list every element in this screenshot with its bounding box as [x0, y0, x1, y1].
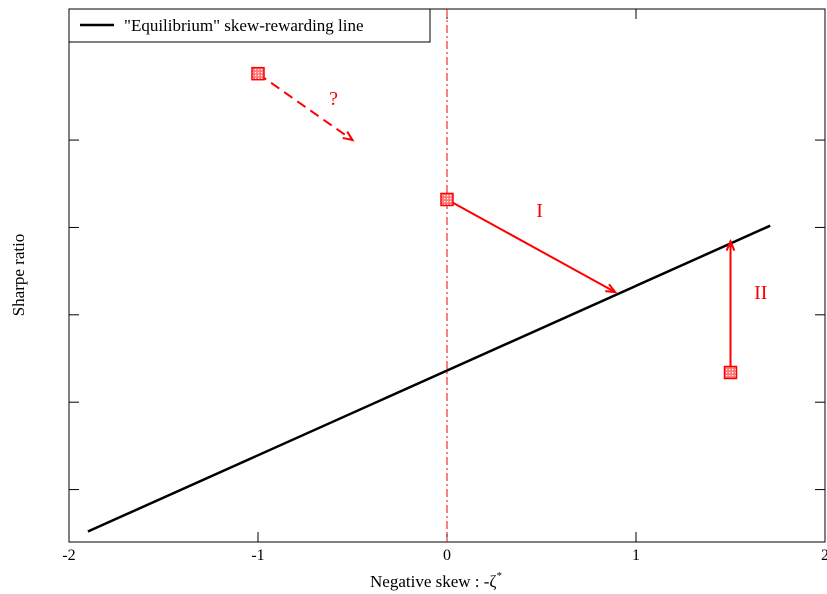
arrow-head — [725, 238, 736, 252]
x-tick-label: 1 — [632, 547, 640, 564]
x-axis-label-superscript: * — [496, 570, 502, 582]
square-marker — [440, 192, 454, 207]
x-axis-label: Negative skew : -ζ* — [370, 570, 502, 591]
series-line — [87, 224, 771, 533]
markers-group — [251, 66, 738, 380]
series-group — [87, 224, 771, 533]
arrow-head — [605, 283, 618, 294]
legend: "Equilibrium" skew-rewarding line — [68, 8, 431, 43]
arrow-label: ? — [329, 88, 338, 110]
x-tick-label: 2 — [821, 547, 827, 564]
annotations-group: ?III — [257, 72, 767, 373]
arrow-shaft — [446, 198, 616, 293]
x-tick-label: 0 — [443, 547, 451, 564]
axis-ticks: -2 -1 0 1 2 — [62, 9, 827, 564]
arrow-label: I — [536, 200, 543, 222]
legend-box — [68, 8, 431, 43]
x-tick-label: -2 — [62, 547, 75, 564]
arrow-shaft — [257, 72, 354, 141]
arrow-label: II — [754, 282, 767, 304]
square-marker — [251, 66, 265, 81]
arrow-head — [342, 131, 355, 142]
square-marker — [723, 365, 738, 380]
y-axis-label: Sharpe ratio — [9, 234, 28, 317]
x-axis-label-main: Negative skew : -ζ — [370, 572, 496, 591]
x-tick-label: -1 — [251, 547, 264, 564]
legend-label: "Equilibrium" skew-rewarding line — [124, 16, 364, 35]
